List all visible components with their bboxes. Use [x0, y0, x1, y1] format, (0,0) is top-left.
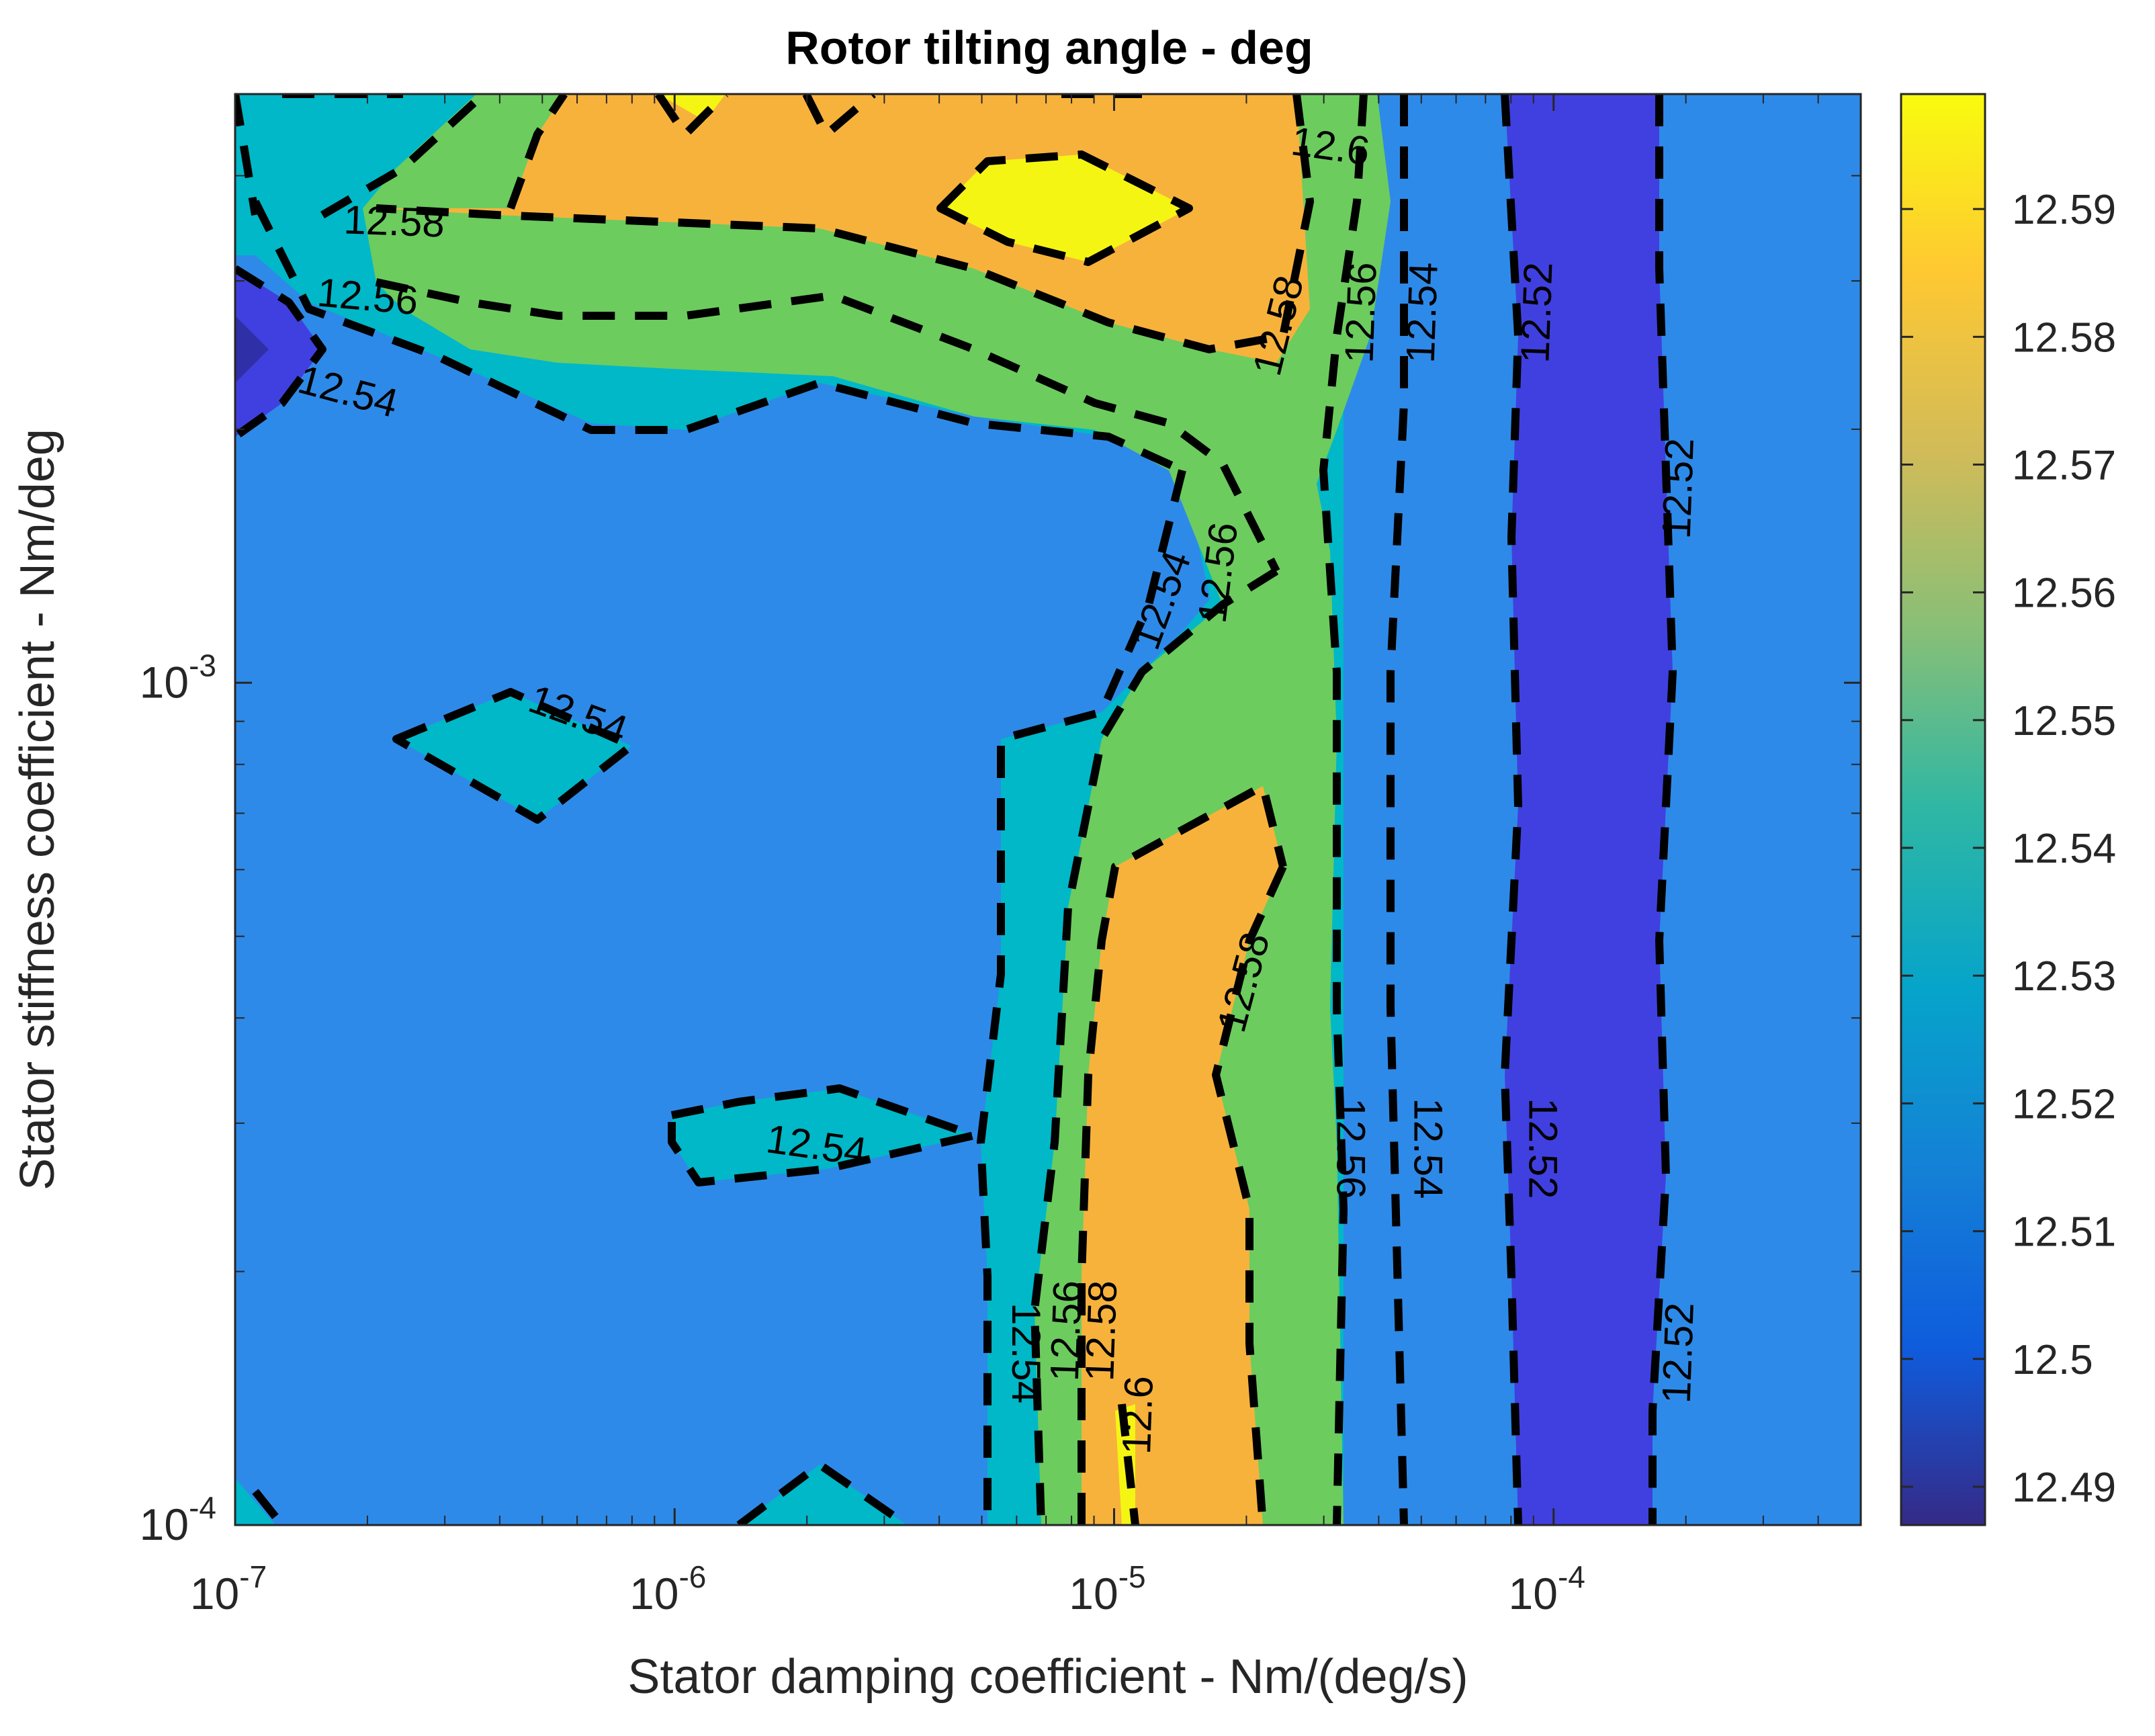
contour-label: 12.6: [1114, 1375, 1161, 1455]
colorbar-tick-label: 12.53: [2012, 953, 2116, 1000]
contour-label: 12.54: [1398, 261, 1446, 363]
contour-line-12-54-bottom-left: [252, 1489, 285, 1525]
x-tick-exp: -7: [239, 1559, 267, 1594]
contour-line-12-54-island-2: [668, 1084, 978, 1186]
colorbar: [1900, 93, 1986, 1526]
region-cyan-lower-left: [235, 1478, 275, 1525]
contour-line-12-54-bottom-bump: [736, 1461, 910, 1525]
region-orange-lower: [1082, 786, 1283, 1525]
y-axis-label: Stator stiffness coefficient - Nm/deg: [11, 429, 64, 1190]
contour-label: 12.56: [1336, 261, 1384, 363]
region-cyan-bottom-bump: [739, 1465, 907, 1525]
colorbar-tick-label: 12.58: [2012, 314, 2116, 361]
y-tick-label: 10-3: [140, 648, 216, 707]
contour-line-12-54-curve: [977, 469, 1186, 1525]
contour-label: 12.52: [1520, 1098, 1565, 1199]
contour-line-12-6-island: [936, 150, 1193, 266]
colorbar-tick-label: 12.52: [2012, 1081, 2116, 1127]
x-axis-label: Stator damping coefficient - Nm/(deg/s): [627, 1650, 1468, 1704]
contour-line-12-6-lower: [1118, 1403, 1139, 1525]
x-tick-label: 10-4: [1509, 1559, 1585, 1618]
contour-line-12-54-island-1: [392, 688, 635, 824]
colorbar-tick-label: 12.55: [2012, 698, 2116, 744]
contour-line-12-58-upper: [376, 94, 1314, 353]
contour-line-12-58-lower-left: [1078, 782, 1287, 1525]
region-violet-right: [1505, 94, 1673, 1525]
contour-label: 12.58: [1077, 1280, 1125, 1382]
y-axis: 10-410-3: [140, 93, 1861, 1549]
x-tick-base: 10: [1509, 1569, 1558, 1618]
x-tick-base: 10: [629, 1569, 678, 1618]
x-axis: 10-7 10-6 10-5 10-4: [190, 94, 1861, 1618]
contour-line-12-54-left: [235, 94, 259, 216]
x-tick-exp: -4: [1558, 1559, 1585, 1594]
contour-line-12-52-diamond: [235, 265, 326, 440]
contour-line-12-58-lower-right: [1212, 865, 1287, 1525]
contour-label: 12.52: [1654, 437, 1702, 539]
region-violet-diamond: [235, 269, 322, 437]
colorbar-tick-label: 12.59: [2012, 187, 2116, 233]
contour-label: 12.52: [1654, 1302, 1702, 1404]
contour-line-12-58-top-left: [507, 94, 568, 210]
colorbar-ticks: 12.49 12.5 12.51 12.52 12.53 12.54 12.55 12.56 1…: [1901, 187, 2116, 1511]
contour-label: 12.56: [316, 270, 420, 324]
contour-lines: [235, 94, 1677, 1525]
contour-line-12-58-top-edge-2: [802, 94, 876, 138]
x-tick-label: 10-7: [190, 1559, 267, 1618]
colorbar-tick-label: 12.49: [2012, 1465, 2116, 1511]
contour-line-12-58-top-edge: [655, 94, 729, 138]
x-tick-label: 10-5: [1069, 1559, 1145, 1618]
colorbar-tick-label: 12.57: [2012, 443, 2116, 489]
contour-label: 12.52: [1512, 261, 1560, 363]
contour-line-12-56-upper: [320, 94, 487, 219]
y-tick-base: 10: [140, 1500, 189, 1549]
contour-label: 12.54: [1004, 1303, 1049, 1403]
contour-label: 12.56: [1328, 1098, 1373, 1199]
colorbar-tick-label: 12.54: [2012, 826, 2116, 872]
x-tick-exp: -6: [678, 1559, 706, 1594]
colorbar-tick-label: 12.56: [2012, 570, 2116, 617]
region-violet-core: [235, 316, 269, 383]
x-tick-base: 10: [1069, 1569, 1118, 1618]
y-tick-base: 10: [140, 657, 189, 707]
colorbar-tick-label: 12.5: [2012, 1337, 2093, 1383]
contour-line-12-52-right: [1648, 94, 1677, 1525]
contour-line-12-56-band: [375, 278, 1280, 573]
y-tick-label: 10-4: [140, 1490, 216, 1549]
y-tick-exp: -3: [189, 648, 216, 683]
colorbar-tick-label: 12.51: [2012, 1209, 2116, 1256]
x-tick-base: 10: [190, 1569, 239, 1618]
contour-label: 12.56: [1042, 1280, 1090, 1382]
chart-title: Rotor tilting angle - deg: [785, 21, 1313, 74]
x-tick-label: 10-6: [629, 1559, 706, 1618]
x-tick-exp: -5: [1118, 1559, 1146, 1594]
contour-label: 12.6: [1288, 118, 1372, 174]
contour-line-12-54-band: [251, 200, 1184, 474]
contour-line-12-56-right: [1319, 94, 1368, 1525]
contour-line-12-54-right: [1387, 94, 1408, 1525]
contour-label: 12.58: [343, 197, 445, 245]
contour-label: 12.54: [1406, 1098, 1451, 1199]
contour-line-12-56-curve: [1030, 567, 1279, 1525]
contour-line-12-52-left: [1501, 94, 1522, 1525]
plot-frame: [234, 93, 1862, 1526]
y-tick-exp: -4: [189, 1490, 216, 1525]
